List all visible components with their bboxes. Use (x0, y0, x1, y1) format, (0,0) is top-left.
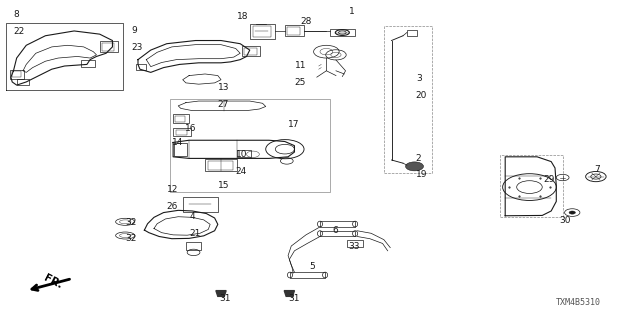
Bar (384, 26, 432, 173)
Text: 23: 23 (132, 43, 143, 52)
Text: 22: 22 (13, 27, 25, 36)
Bar (330, 29, 355, 36)
Text: 29: 29 (543, 175, 555, 184)
Text: 4: 4 (189, 212, 195, 221)
Text: 31: 31 (219, 294, 230, 303)
Bar (320, 221, 355, 227)
Text: 8: 8 (13, 10, 19, 19)
Circle shape (406, 162, 424, 171)
Text: 3: 3 (416, 74, 422, 83)
Text: 13: 13 (218, 84, 229, 92)
Bar (81, 60, 95, 67)
Text: 20: 20 (416, 91, 427, 100)
Bar (250, 24, 275, 39)
Bar (102, 43, 115, 51)
Text: 15: 15 (218, 181, 229, 190)
Bar (290, 272, 325, 278)
Bar (242, 46, 260, 56)
Text: 24: 24 (236, 167, 247, 176)
Polygon shape (216, 291, 226, 296)
Bar (244, 48, 257, 55)
Text: 2: 2 (416, 154, 421, 163)
Bar (186, 242, 201, 250)
Text: 31: 31 (288, 294, 300, 303)
Text: 18: 18 (237, 12, 248, 21)
Text: 12: 12 (167, 185, 178, 195)
Bar (237, 150, 251, 157)
Bar (173, 128, 191, 136)
Text: 28: 28 (301, 17, 312, 26)
Bar (175, 116, 185, 123)
Text: 14: 14 (172, 138, 183, 147)
Bar (175, 130, 187, 135)
Bar (10, 70, 24, 79)
Text: 1: 1 (349, 7, 355, 16)
Polygon shape (284, 291, 294, 296)
Bar (205, 159, 237, 171)
Bar (348, 240, 364, 247)
Text: 27: 27 (218, 100, 229, 109)
Bar (287, 27, 300, 35)
Text: 7: 7 (595, 165, 600, 174)
Bar (12, 71, 21, 77)
Bar (174, 143, 187, 156)
Text: TXM4B5310: TXM4B5310 (556, 298, 602, 307)
Text: 9: 9 (132, 26, 138, 35)
Text: 6: 6 (333, 226, 339, 235)
Bar (173, 115, 189, 123)
Text: 5: 5 (309, 262, 315, 271)
Text: 32: 32 (125, 234, 136, 243)
Circle shape (569, 211, 575, 214)
Bar (136, 64, 147, 70)
Text: 26: 26 (167, 202, 178, 211)
Bar (407, 30, 417, 36)
Bar (285, 25, 304, 36)
Bar (100, 42, 118, 52)
Bar (17, 79, 29, 85)
Bar (320, 231, 355, 236)
Text: 33: 33 (349, 242, 360, 251)
Bar (208, 161, 232, 170)
Text: 32: 32 (125, 218, 136, 227)
Bar (253, 26, 271, 37)
Text: 21: 21 (189, 229, 200, 238)
Text: 30: 30 (559, 216, 571, 225)
Text: 16: 16 (184, 124, 196, 132)
Text: 17: 17 (288, 120, 300, 130)
Text: 25: 25 (294, 78, 306, 87)
Bar (500, 155, 563, 217)
Text: FR.: FR. (42, 273, 64, 291)
Text: 11: 11 (294, 61, 306, 70)
Text: 10: 10 (236, 150, 247, 159)
Bar (170, 100, 330, 192)
Text: 19: 19 (416, 170, 428, 179)
Bar (182, 197, 218, 212)
